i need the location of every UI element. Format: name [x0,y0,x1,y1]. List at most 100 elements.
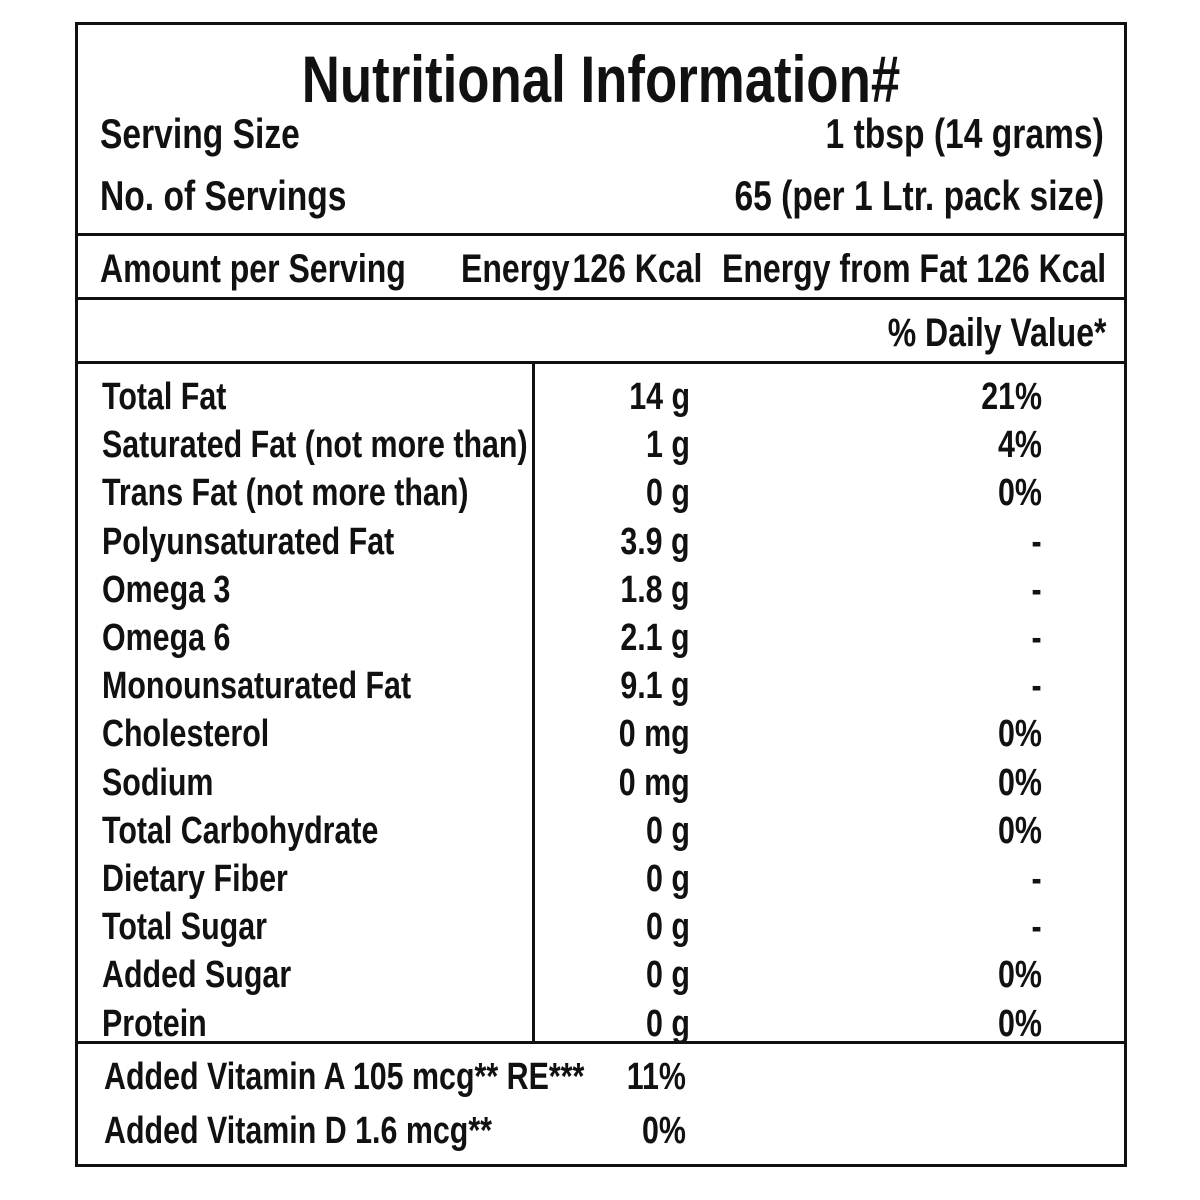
nutrient-daily-value-cell: 0% [987,807,1042,855]
nutrient-name: Total Sugar [102,906,267,949]
nutrient-amount: 0 g [646,954,690,997]
vitamin-daily-value-cell: 11% [612,1053,686,1101]
energy-label-cell: Energy [461,245,597,293]
nutrient-amount: 0 g [646,809,690,852]
serving-size-label: Serving Size [100,110,300,157]
energy-from-fat-cell: Energy from Fat 126 Kcal [626,245,1106,293]
serving-size-label-cell: Serving Size [100,109,350,159]
nutrient-amount: 1 g [646,424,690,467]
nutrient-daily-value: 0% [998,809,1042,852]
nutrient-amount: 0 g [646,858,690,900]
nutrient-daily-value-cell: 21% [966,373,1042,421]
divider-vitamins [78,1041,1124,1044]
nutrient-amount-cell: 1 g [635,421,690,469]
vitamin-name-cell: Added Vitamin A 105 mcg** RE*** [104,1053,704,1101]
nutrient-name-cell: Trans Fat (not more than) [102,469,560,517]
nutrient-name: Saturated Fat (not more than) [102,424,528,467]
nutrient-amount-cell: 9.1 g [603,662,690,710]
nutrient-daily-value-cell: 0% [987,759,1042,807]
nutrient-name: Dietary Fiber [102,858,288,900]
nutrient-amount-cell: 0 g [635,1000,690,1048]
vitamin-daily-value: 11% [626,1056,686,1098]
nutrient-name-cell: Saturated Fat (not more than) [102,421,634,469]
nutrient-amount: 0 g [646,472,690,515]
nutrient-daily-value: 21% [981,376,1042,418]
nutrient-name-cell: Omega 3 [102,566,263,614]
nutrient-amount: 9.1 g [620,665,690,708]
nutrient-name-cell: Sodium [102,759,241,807]
nutrient-column-divider [532,364,535,1042]
nutrient-amount: 14 g [629,376,690,418]
nutrient-amount-cell: 0 g [635,903,690,951]
nutrient-amount: 0 g [646,906,690,949]
nutrient-name-cell: Cholesterol [102,710,311,758]
nutrient-name-cell: Total Fat [102,373,258,421]
nutrient-amount: 0 g [646,1002,690,1045]
nutrient-daily-value: 0% [998,713,1042,756]
nutrient-daily-value: 0% [998,954,1042,997]
energy-label: Energy [461,247,570,291]
nutrient-name: Added Sugar [102,954,292,997]
nutrient-daily-value-cell: 0% [987,951,1042,999]
nutrient-name-cell: Added Sugar [102,951,338,999]
nutrient-name-cell: Polyunsaturated Fat [102,518,467,566]
servings-count-label: No. of Servings [100,172,347,219]
nutrient-amount-cell: 0 g [635,469,690,517]
nutrient-daily-value: 0% [998,1002,1042,1045]
nutrient-name-cell: Omega 6 [102,614,263,662]
divider-amount [78,297,1124,300]
nutrient-amount: 1.8 g [620,568,690,611]
nutrient-amount-cell: 0 mg [601,759,690,807]
nutrition-label: Nutritional Information# Serving Size 1 … [75,22,1127,1167]
nutrient-name: Omega 6 [102,617,231,659]
daily-value-header: % Daily Value* [887,311,1106,355]
nutrient-name: Monounsaturated Fat [102,665,412,708]
nutrient-amount: 3.9 g [620,520,690,563]
servings-count-value-cell: 65 (per 1 Ltr. pack size) [642,171,1104,221]
nutrient-name: Polyunsaturated Fat [102,520,395,563]
nutrient-daily-value-cell: 0% [987,469,1042,517]
nutrient-amount: 2.1 g [620,617,690,659]
nutrient-daily-value: 0% [998,761,1042,804]
nutrient-name-cell: Total Sugar [102,903,308,951]
nutrient-amount-cell: 3.9 g [603,518,690,566]
nutrient-name-cell: Monounsaturated Fat [102,662,488,710]
nutrient-name-cell: Dietary Fiber [102,855,334,903]
nutrient-name: Omega 3 [102,568,231,611]
vitamin-daily-value: 0% [642,1110,686,1152]
nutrient-daily-value-cell: 0% [987,1000,1042,1048]
nutrient-amount-cell: 0 mg [601,710,690,758]
nutrient-daily-value: - [1031,617,1042,659]
nutrient-daily-value-cell: - [1029,662,1042,710]
nutrient-amount-cell: 0 g [635,855,690,903]
nutrient-amount-cell: 0 g [635,807,690,855]
nutrient-name: Sodium [102,761,214,804]
nutrient-name: Cholesterol [102,713,270,756]
nutrient-amount: 0 mg [619,713,690,756]
nutrient-daily-value: 0% [998,472,1042,515]
nutrient-daily-value-cell: 0% [987,710,1042,758]
nutrient-name: Trans Fat (not more than) [102,472,469,515]
amount-per-serving-label: Amount per Serving [100,247,406,291]
vitamin-daily-value-cell: 0% [631,1107,686,1155]
servings-count-value: 65 (per 1 Ltr. pack size) [734,172,1104,219]
servings-count-label-cell: No. of Servings [100,171,408,221]
vitamin-name: Added Vitamin D 1.6 mcg** [104,1110,492,1152]
nutrient-daily-value: - [1031,520,1042,563]
serving-size-value-cell: 1 tbsp (14 grams) [756,109,1104,159]
nutrient-daily-value-cell: - [1029,855,1042,903]
label-title-text: Nutritional Information# [301,42,901,116]
amount-per-serving-cell: Amount per Serving [100,245,482,293]
nutrient-name-cell: Total Carbohydrate [102,807,448,855]
nutrient-amount-cell: 2.1 g [603,614,690,662]
nutrient-name: Protein [102,1002,207,1045]
nutrient-daily-value: - [1031,906,1042,949]
nutrient-name: Total Fat [102,376,227,418]
nutrient-daily-value-cell: - [1029,614,1042,662]
nutrient-daily-value: - [1031,858,1042,900]
nutrient-daily-value-cell: - [1029,903,1042,951]
label-title: Nutritional Information# [78,39,1124,119]
divider-dv-header [78,361,1124,364]
nutrient-daily-value-cell: - [1029,566,1042,614]
nutrient-daily-value-cell: - [1029,518,1042,566]
